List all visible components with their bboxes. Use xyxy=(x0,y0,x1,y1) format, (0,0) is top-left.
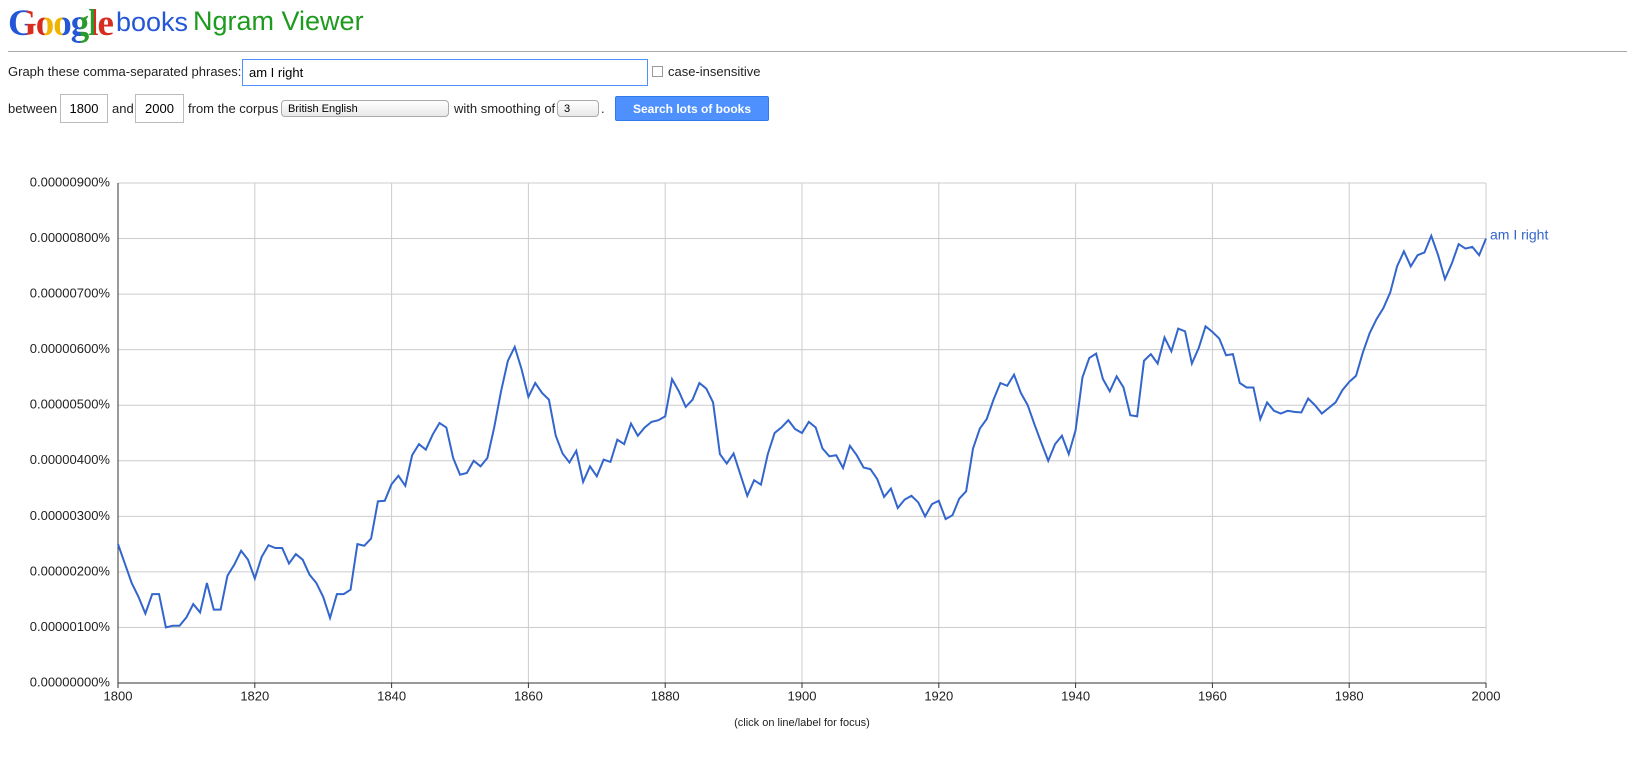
x-tick-label: 1860 xyxy=(514,688,543,703)
case-label: case-insensitive xyxy=(668,64,761,79)
x-tick-label: 2000 xyxy=(1472,688,1501,703)
y-tick-label: 0.00000300% xyxy=(30,508,111,523)
smoothing-select[interactable]: 3 xyxy=(557,100,599,117)
smoothing-label: with smoothing of xyxy=(454,101,556,116)
end-year-input[interactable]: 2000 xyxy=(135,94,184,123)
chart-note: (click on line/label for focus) xyxy=(734,717,870,729)
between-label: between xyxy=(8,101,58,116)
x-tick-label: 1960 xyxy=(1198,688,1227,703)
y-tick-label: 0.00000900% xyxy=(30,174,111,189)
y-tick-label: 0.00000600% xyxy=(30,341,111,356)
y-tick-label: 0.00000100% xyxy=(30,619,111,634)
x-tick-label: 1820 xyxy=(240,688,269,703)
search-button[interactable]: Search lots of books xyxy=(615,96,769,121)
period: . xyxy=(601,101,605,116)
y-tick-label: 0.00000400% xyxy=(30,452,111,467)
x-tick-label: 1800 xyxy=(104,688,133,703)
y-tick-label: 0.00000000% xyxy=(30,674,111,689)
series-label: am I right xyxy=(1490,226,1548,242)
app-title: Ngram Viewer xyxy=(193,6,364,36)
checkbox[interactable] xyxy=(652,66,663,77)
x-tick-label: 1920 xyxy=(924,688,953,703)
x-tick-label: 1880 xyxy=(651,688,680,703)
and-label: and xyxy=(112,101,134,116)
logo[interactable]: Google xyxy=(8,3,114,44)
y-tick-label: 0.00000200% xyxy=(30,563,111,578)
logo-product: books xyxy=(116,7,189,37)
phrases-label: Graph these comma-separated phrases: xyxy=(8,64,242,79)
x-tick-label: 1900 xyxy=(788,688,817,703)
x-tick-label: 1840 xyxy=(377,688,406,703)
y-tick-label: 0.00000800% xyxy=(30,230,111,245)
x-tick-label: 1980 xyxy=(1335,688,1364,703)
corpus-label: from the corpus xyxy=(188,101,279,116)
phrases-input[interactable]: am I right xyxy=(242,59,648,86)
corpus-select[interactable]: British English xyxy=(281,100,449,117)
y-tick-label: 0.00000500% xyxy=(30,397,111,412)
start-year-input[interactable]: 1800 xyxy=(60,94,108,123)
divider xyxy=(8,51,1627,52)
series-line xyxy=(117,232,1487,629)
x-tick-label: 1940 xyxy=(1061,688,1090,703)
y-tick-label: 0.00000700% xyxy=(30,286,111,301)
